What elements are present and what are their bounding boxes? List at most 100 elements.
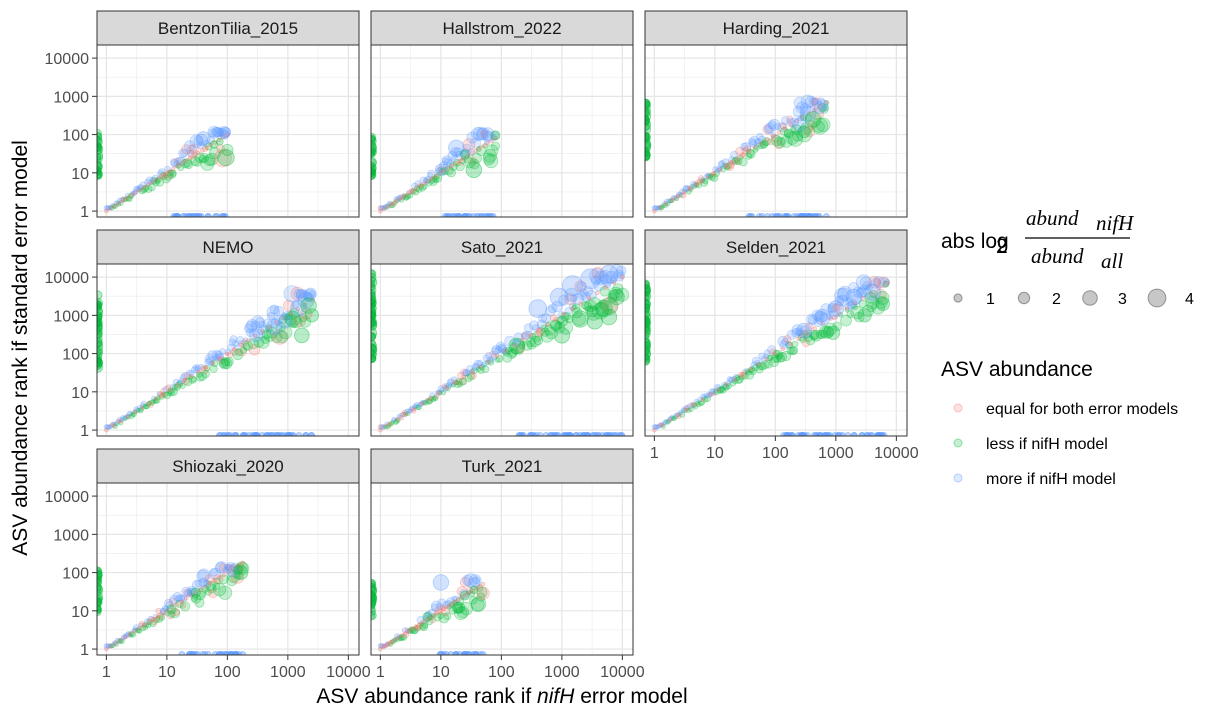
data-point: [702, 177, 709, 185]
data-point: [97, 323, 103, 333]
data-point: [118, 638, 124, 644]
data-point: [186, 369, 193, 377]
data-point: [704, 395, 711, 403]
data-point: [764, 122, 776, 134]
data-point: [431, 175, 438, 182]
data-point: [139, 406, 145, 412]
data-point: [261, 335, 270, 345]
data-point: [586, 305, 599, 318]
data-point: [858, 299, 867, 308]
data-point: [232, 349, 244, 361]
data-point: [730, 158, 737, 166]
data-point: [856, 287, 867, 299]
data-point: [466, 590, 472, 596]
data-point: [196, 369, 201, 375]
panel-border: [370, 44, 634, 218]
data-point: [106, 424, 112, 430]
data-point: [723, 163, 728, 169]
data-point: [229, 564, 237, 571]
data-point: [206, 135, 215, 144]
data-point: [850, 293, 862, 305]
data-point: [433, 173, 439, 179]
data-point: [536, 327, 542, 333]
grid: [645, 45, 907, 217]
data-point: [137, 187, 143, 193]
data-point: [209, 567, 222, 580]
data-point: [712, 166, 719, 173]
data-point: [191, 593, 202, 604]
data-point: [97, 572, 103, 582]
data-point: [490, 130, 501, 141]
data-point: [766, 354, 773, 362]
data-point: [371, 299, 376, 307]
data-point: [160, 391, 166, 397]
data-point: [188, 149, 198, 160]
data-point: [196, 569, 210, 583]
panel-border: [96, 44, 360, 218]
data-point: [165, 169, 174, 179]
data-point: [437, 598, 447, 608]
data-point: [173, 160, 180, 167]
data-point: [378, 205, 385, 211]
data-point: [384, 204, 390, 210]
data-point: [273, 305, 285, 317]
data-point: [515, 346, 524, 355]
facet-panel: Harding_2021: [644, 10, 908, 218]
data-point: [155, 176, 162, 183]
data-point: [97, 320, 103, 331]
data-point: [303, 292, 312, 302]
data-point: [684, 404, 691, 411]
data-point: [187, 156, 193, 161]
data-point: [797, 114, 805, 122]
data-point: [747, 137, 757, 146]
data-point: [205, 580, 216, 592]
data-point: [97, 567, 102, 575]
data-point: [797, 329, 804, 336]
data-point: [146, 400, 152, 406]
data-point: [825, 325, 841, 340]
data-point: [645, 133, 650, 142]
data-point: [697, 175, 705, 182]
data-point: [472, 576, 481, 585]
data-point: [97, 135, 103, 146]
data-point: [97, 303, 102, 312]
data-point: [386, 422, 392, 428]
data-point: [186, 588, 195, 597]
data-point: [430, 600, 442, 612]
data-point: [729, 150, 739, 160]
data-point: [204, 574, 215, 585]
data-point: [428, 395, 435, 402]
data-point: [234, 344, 240, 350]
data-point: [749, 139, 758, 148]
data-point: [688, 406, 694, 413]
data-point: [743, 367, 750, 374]
data-point: [240, 339, 249, 347]
data-point: [698, 399, 706, 406]
data-point: [452, 159, 461, 167]
data-point: [371, 321, 376, 329]
data-point: [783, 129, 792, 138]
data-point: [469, 369, 475, 375]
data-point: [182, 158, 193, 168]
data-point: [696, 401, 702, 408]
data-point: [687, 186, 693, 191]
data-point: [399, 633, 406, 641]
data-point: [171, 384, 179, 391]
data-point: [97, 595, 103, 605]
data-point: [754, 138, 763, 148]
data-point: [233, 564, 243, 575]
data-point: [371, 343, 378, 355]
data-point: [371, 580, 376, 589]
data-point: [540, 327, 550, 337]
data-point: [485, 351, 493, 359]
data-point: [207, 125, 221, 139]
data-point: [122, 634, 128, 640]
data-point: [416, 622, 423, 630]
data-point: [513, 338, 522, 347]
data-point: [97, 593, 103, 604]
data-point: [195, 150, 201, 156]
data-point: [385, 203, 391, 209]
data-point: [114, 419, 121, 425]
points: [97, 125, 235, 217]
data-point: [175, 162, 182, 169]
